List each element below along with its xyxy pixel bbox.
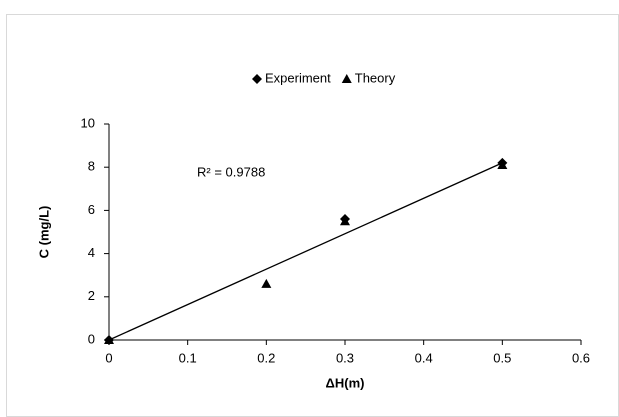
x-tick-label: 0.3 [336,350,354,365]
triangle-marker [261,278,272,288]
y-tick-label: 4 [88,245,95,260]
diamond-marker [252,74,262,84]
trendline [108,162,503,341]
x-tick-label: 0.6 [572,350,590,365]
x-tick-label: 0.2 [257,350,275,365]
x-tick-label: 0.5 [493,350,511,365]
x-tick-label: 0 [105,350,112,365]
annotation: R² = 0.9788 [197,164,265,179]
x-tick-label: 0.4 [415,350,433,365]
y-tick-label: 2 [88,288,95,303]
x-tick-label: 0.1 [179,350,197,365]
y-tick-label: 6 [88,202,95,217]
y-tick-label: 0 [88,331,95,346]
triangle-marker [341,74,352,83]
y-tick-label: 10 [81,115,95,130]
x-axis-label: ΔH(m) [326,375,365,390]
triangle-marker [104,335,114,344]
legend-label: Theory [355,70,396,85]
legend-label: Experiment [265,70,331,85]
y-axis-label: C (mg/L) [36,206,51,259]
triangle-marker [340,216,350,226]
triangle-marker [497,160,508,170]
y-tick-label: 8 [88,159,95,174]
